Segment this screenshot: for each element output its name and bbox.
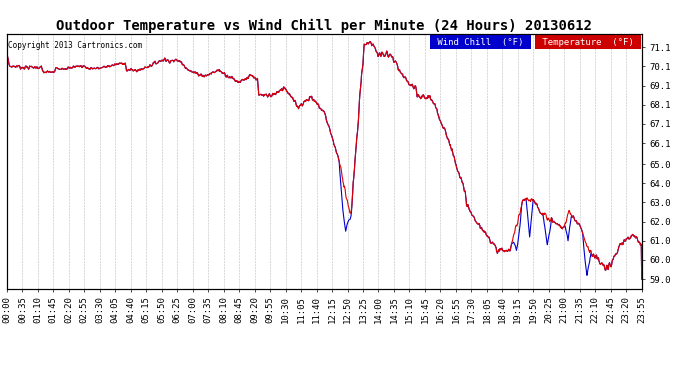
Text: Wind Chill  (°F): Wind Chill (°F) [432, 38, 529, 46]
Title: Outdoor Temperature vs Wind Chill per Minute (24 Hours) 20130612: Outdoor Temperature vs Wind Chill per Mi… [57, 18, 592, 33]
Text: Copyright 2013 Cartronics.com: Copyright 2013 Cartronics.com [8, 41, 142, 50]
Text: Temperature  (°F): Temperature (°F) [537, 38, 639, 46]
